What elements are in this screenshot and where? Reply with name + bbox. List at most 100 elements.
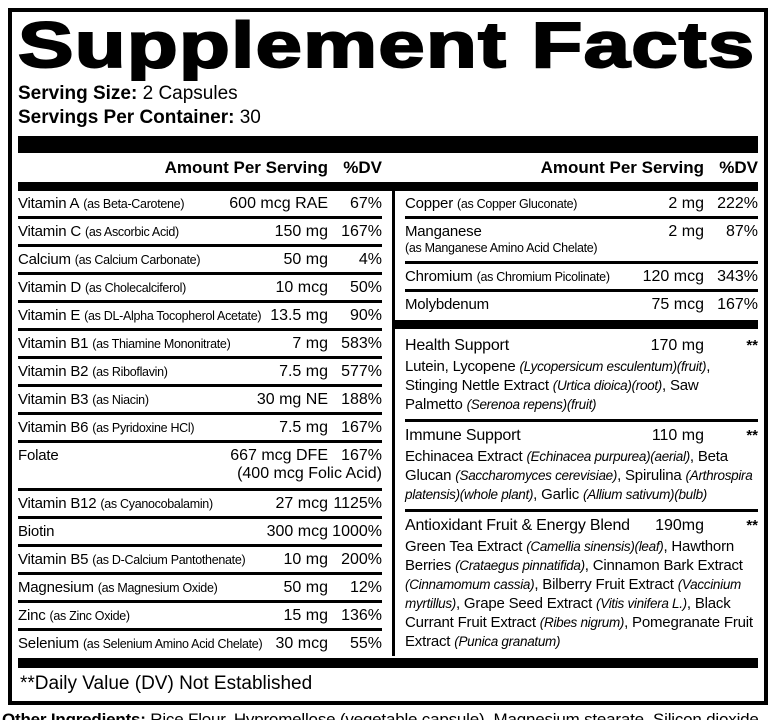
blend-name: Immune Support bbox=[405, 427, 521, 444]
row-vitamin-b6: Vitamin B6 (as Pyridoxine HCl) 7.5 mg 167% bbox=[18, 415, 382, 443]
nutrient-name: Biotin bbox=[18, 523, 55, 540]
nutrient-name: Vitamin B3 bbox=[18, 391, 89, 408]
nutrient-dv: 4% bbox=[358, 251, 382, 268]
nutrient-name: Manganese bbox=[405, 223, 482, 240]
nutrient-name: Zinc bbox=[18, 607, 46, 624]
nutrient-dv: 136% bbox=[341, 607, 382, 624]
nutrient-amount: 2 mg bbox=[668, 195, 704, 212]
nutrient-form: (as Zinc Oxide) bbox=[49, 609, 131, 623]
row-biotin: Biotin 300 mcg 1000% bbox=[18, 519, 382, 547]
nutrient-form: (as Pyridoxine HCl) bbox=[92, 421, 195, 435]
nutrient-dv: 90% bbox=[349, 307, 382, 324]
right-column: Copper (as Copper Gluconate) 2 mg 222% Mang… bbox=[392, 191, 758, 656]
amount-per-serving-header: Amount Per Serving bbox=[164, 158, 328, 177]
row-selenium: Selenium (as Selenium Amino Acid Chelate)… bbox=[18, 631, 382, 656]
blend-dv: ** bbox=[746, 427, 758, 444]
nutrient-name: Copper bbox=[405, 195, 453, 212]
nutrient-amount: 7 mg bbox=[292, 335, 328, 352]
blend-health-support: Health Support 170 mg ** Lutein, Lycopene … bbox=[405, 332, 758, 422]
nutrient-form: (as Selenium Amino Acid Chelate) bbox=[82, 637, 263, 651]
nutrient-dv: 167% bbox=[717, 296, 758, 313]
blend-section-divider-bar bbox=[395, 320, 758, 329]
nutrient-form: (as Niacin) bbox=[92, 393, 149, 407]
blend-name: Antioxidant Fruit & Energy Blend bbox=[405, 517, 630, 534]
row-copper: Copper (as Copper Gluconate) 2 mg 222% bbox=[405, 191, 758, 219]
nutrient-form: (as Ascorbic Acid) bbox=[84, 225, 179, 239]
top-divider-bar bbox=[18, 136, 758, 153]
nutrient-amount: 75 mcg bbox=[651, 296, 704, 313]
other-ingredients-label: Other Ingredients: bbox=[2, 710, 146, 720]
blend-dv: ** bbox=[746, 337, 758, 354]
nutrient-table: Vitamin A (as Beta-Carotene) 600 mcg RAE 67… bbox=[18, 191, 758, 656]
nutrient-amount: 15 mg bbox=[283, 607, 328, 624]
nutrient-amount: 30 mg NE bbox=[256, 391, 328, 408]
other-ingredients-text: Rice Flour, Hypromellose (vegetable caps… bbox=[145, 710, 764, 720]
row-vitamin-b12: Vitamin B12 (as Cyanocobalamin) 27 mcg 1125… bbox=[18, 491, 382, 519]
nutrient-form: (as Cholecalciferol) bbox=[84, 281, 186, 295]
servings-per-container-value: 30 bbox=[239, 107, 261, 128]
nutrient-form: (as D-Calcium Pantothenate) bbox=[92, 553, 246, 567]
nutrient-amount: 150 mg bbox=[274, 223, 328, 240]
supplement-facts-panel: Supplement Facts Serving Size: 2 Capsule… bbox=[8, 8, 768, 705]
nutrient-amount: 27 mcg bbox=[275, 495, 328, 512]
nutrient-name: Vitamin B6 bbox=[18, 419, 89, 436]
nutrient-dv: 1125% bbox=[333, 495, 382, 512]
servings-per-container-label: Servings Per Container: bbox=[18, 107, 235, 128]
nutrient-name: Magnesium bbox=[18, 579, 94, 596]
blend-ingredients: Echinacea Extract (Echinacea purpurea)(a… bbox=[405, 448, 753, 503]
servings-per-container-line: Servings Per Container: 30 bbox=[18, 106, 758, 130]
row-vitamin-e: Vitamin E (as DL-Alpha Tocopherol Acetate… bbox=[18, 303, 382, 331]
nutrient-form: (as Riboflavin) bbox=[92, 365, 168, 379]
serving-size-line: Serving Size: 2 Capsules bbox=[18, 82, 758, 106]
blend-ingredients: Green Tea Extract (Camellia sinensis)(le… bbox=[405, 538, 753, 650]
dv-header: %DV bbox=[719, 158, 758, 177]
nutrient-amount: 667 mcg DFE bbox=[230, 447, 328, 464]
nutrient-name: Vitamin C bbox=[18, 223, 81, 240]
nutrient-dv: 577% bbox=[341, 363, 382, 380]
nutrient-form: (as Beta-Carotene) bbox=[83, 197, 185, 211]
nutrient-form: (as Magnesium Oxide) bbox=[97, 581, 218, 595]
other-ingredients-line: Other Ingredients: Rice Flour, Hypromell… bbox=[2, 710, 774, 720]
nutrient-form: (as Cyanocobalamin) bbox=[100, 497, 213, 511]
nutrient-form: (as Thiamine Mononitrate) bbox=[92, 337, 231, 351]
serving-info: Serving Size: 2 Capsules Servings Per Co… bbox=[18, 82, 758, 130]
nutrient-name: Vitamin B12 bbox=[18, 495, 97, 512]
right-column-header: Amount Per Serving %DV bbox=[392, 158, 758, 178]
serving-size-label: Serving Size: bbox=[18, 83, 138, 104]
nutrient-name: Vitamin B2 bbox=[18, 363, 89, 380]
blend-name: Health Support bbox=[405, 337, 509, 354]
nutrient-dv: 583% bbox=[341, 335, 382, 352]
manganese-form-line2: (as Manganese Amino Acid Chelate) bbox=[405, 241, 598, 255]
nutrient-amount: 13.5 mg bbox=[270, 307, 328, 324]
nutrient-name: Selenium bbox=[18, 635, 79, 652]
nutrient-dv: 167% bbox=[341, 447, 382, 464]
nutrient-form: (as Calcium Carbonate) bbox=[74, 253, 201, 267]
blend-dv: ** bbox=[746, 517, 758, 534]
nutrient-amount: 120 mcg bbox=[642, 268, 704, 285]
row-vitamin-a: Vitamin A (as Beta-Carotene) 600 mcg RAE 67… bbox=[18, 191, 382, 219]
nutrient-name: Molybdenum bbox=[405, 296, 489, 313]
bottom-divider-bar bbox=[18, 658, 758, 668]
blend-amount: 170 mg bbox=[650, 337, 704, 354]
nutrient-amount: 7.5 mg bbox=[279, 419, 328, 436]
row-manganese: Manganese 2 mg 87% (as Manganese Amino Aci… bbox=[405, 219, 758, 264]
header-divider-bar bbox=[18, 182, 758, 191]
row-vitamin-b2: Vitamin B2 (as Riboflavin) 7.5 mg 577% bbox=[18, 359, 382, 387]
nutrient-form: (as DL-Alpha Tocopherol Acetate) bbox=[84, 309, 262, 323]
nutrient-amount: 300 mcg bbox=[266, 523, 328, 540]
row-chromium: Chromium (as Chromium Picolinate) 120 mcg 3… bbox=[405, 264, 758, 292]
nutrient-amount: 50 mg bbox=[283, 251, 328, 268]
blend-antioxidant-fruit-energy: Antioxidant Fruit & Energy Blend 190mg ** … bbox=[405, 512, 758, 656]
row-calcium: Calcium (as Calcium Carbonate) 50 mg 4% bbox=[18, 247, 382, 275]
nutrient-name: Chromium bbox=[405, 268, 473, 285]
nutrient-dv: 343% bbox=[717, 268, 758, 285]
nutrient-dv: 87% bbox=[725, 223, 758, 240]
nutrient-dv: 50% bbox=[349, 279, 382, 296]
blend-amount: 190mg bbox=[655, 517, 704, 534]
nutrient-amount: 7.5 mg bbox=[279, 363, 328, 380]
nutrient-dv: 167% bbox=[341, 223, 382, 240]
left-column-header: Amount Per Serving %DV bbox=[18, 158, 392, 178]
daily-value-footnote: **Daily Value (DV) Not Established bbox=[20, 673, 313, 694]
nutrient-name: Vitamin A bbox=[18, 195, 80, 212]
row-vitamin-b1: Vitamin B1 (as Thiamine Mononitrate) 7 mg 5… bbox=[18, 331, 382, 359]
